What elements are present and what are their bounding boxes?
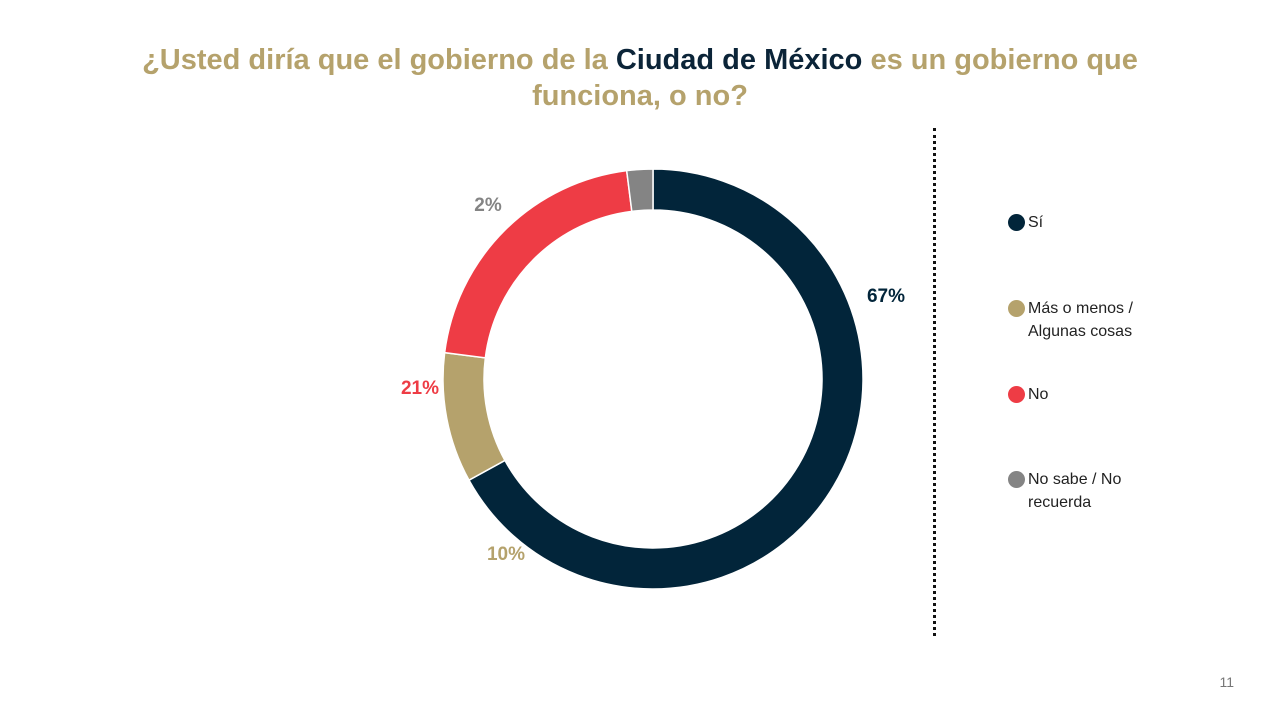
title-part-1: ¿Usted diría que el gobierno de la <box>142 44 616 76</box>
page-title: ¿Usted diría que el gobierno de la Ciuda… <box>130 42 1150 114</box>
data-label-si: 67% <box>867 286 905 307</box>
data-label-no-sabe: 2% <box>474 195 502 216</box>
legend-swatch-no <box>1008 386 1025 403</box>
data-label-mas-o-menos: 10% <box>487 544 525 565</box>
legend-swatch-si <box>1008 214 1025 231</box>
dotted-divider <box>933 128 936 636</box>
legend-label-si: Sí <box>1028 214 1044 231</box>
donut-slice-no-sabe <box>625 168 654 213</box>
legend-label-no: No <box>1028 386 1049 403</box>
title-part-2: es un gobierno que funciona, o no? <box>532 44 1138 112</box>
donut-slice-mas-o-menos <box>442 351 506 482</box>
page-number: 11 <box>1219 674 1234 690</box>
data-label-no: 21% <box>401 378 439 399</box>
legend-swatch-mas-o-menos <box>1008 300 1025 317</box>
donut-slice-si <box>467 168 864 590</box>
legend-swatch-no-sabe <box>1008 471 1025 488</box>
title-highlight: Ciudad de México <box>615 44 863 76</box>
donut-slice-no <box>443 169 633 359</box>
legend-label-mas-o-menos: Más o menos / Algunas cosas <box>1028 300 1133 340</box>
legend-label-no-sabe: No sabe / No recuerda <box>1028 471 1122 511</box>
